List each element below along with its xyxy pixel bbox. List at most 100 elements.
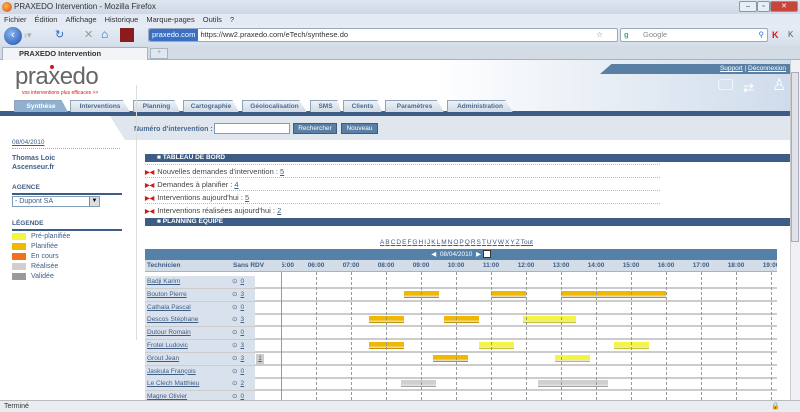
intervention-bar[interactable]	[555, 354, 591, 362]
technician-name-link[interactable]: Magne Olivier	[147, 393, 188, 401]
intervention-bar[interactable]	[479, 342, 515, 349]
addon-icon[interactable]	[120, 28, 134, 42]
back-button-icon[interactable]: ‹	[4, 27, 22, 45]
tab-0[interactable]: Synthèse	[14, 100, 68, 112]
technician-name-link[interactable]: Descos Stéphane	[147, 316, 199, 324]
current-date-link[interactable]: 08/04/2010	[12, 139, 45, 146]
technician-count-link[interactable]: 3	[240, 316, 245, 324]
letter-filter-R[interactable]: R	[470, 239, 476, 246]
technician-name-link[interactable]: Cathala Pascal	[147, 303, 191, 311]
extension2-icon[interactable]: K	[788, 30, 794, 39]
tab-7[interactable]: Paramètres	[385, 100, 444, 112]
intervention-bar[interactable]	[491, 290, 526, 298]
technician-count-link[interactable]: 3	[240, 342, 245, 349]
intervention-number-input[interactable]	[214, 123, 290, 134]
site-identity-badge[interactable]: praxedo.com	[149, 29, 199, 41]
new-button[interactable]: Nouveau	[341, 123, 378, 134]
stop-icon[interactable]: ✕	[84, 29, 94, 41]
chevron-down-icon[interactable]: ▼	[89, 197, 99, 206]
letter-filter-C[interactable]: C	[390, 239, 396, 246]
technician-count-link[interactable]: 0	[240, 278, 245, 285]
browser-tab[interactable]: PRAXEDO Intervention	[2, 47, 148, 60]
letter-filter-Y[interactable]: Y	[510, 239, 515, 246]
dashboard-item-count[interactable]: 5	[280, 167, 285, 176]
letter-filter-Z[interactable]: Z	[515, 239, 520, 246]
technician-name-link[interactable]: Grout Jean	[147, 354, 180, 362]
tab-4[interactable]: Géolocalisation	[242, 100, 307, 112]
intervention-bar[interactable]	[537, 380, 608, 388]
technician-count-link[interactable]: 0	[240, 303, 245, 311]
forward-button-icon[interactable]: ›▾	[24, 30, 32, 40]
letter-filter-U[interactable]: U	[486, 239, 492, 246]
technician-count-link[interactable]: 2	[240, 380, 245, 388]
sans-rdv-badge[interactable]: 1	[256, 353, 264, 364]
letter-filter-N[interactable]: N	[447, 239, 453, 246]
technician-count-link[interactable]: 0	[240, 393, 245, 401]
letter-filter-I[interactable]: I	[424, 239, 426, 246]
tab-6[interactable]: Clients	[343, 100, 382, 112]
dashboard-item-count[interactable]: 4	[234, 180, 239, 189]
tab-3[interactable]: Cartographie	[183, 100, 239, 112]
letter-filter-A[interactable]: A	[380, 239, 385, 246]
menu-item-6[interactable]: ?	[229, 15, 235, 24]
menu-item-3[interactable]: Historique	[104, 15, 139, 24]
letter-filter-P[interactable]: P	[459, 239, 464, 246]
letter-filter-L[interactable]: L	[436, 239, 441, 246]
letter-filter-S[interactable]: S	[476, 239, 481, 246]
letter-filter-W[interactable]: W	[497, 239, 505, 246]
technician-name-link[interactable]: Badji Karim	[147, 278, 181, 285]
letter-filter-K[interactable]: K	[431, 239, 436, 246]
bookmark-star-icon[interactable]: ☆	[596, 30, 603, 39]
extension-icon[interactable]: K	[772, 30, 779, 40]
letter-filter-Tout[interactable]: Tout	[520, 239, 533, 246]
intervention-bar[interactable]	[444, 316, 480, 324]
tab-8[interactable]: Administration	[447, 100, 513, 112]
technician-name-link[interactable]: Le Clech Matthieu	[147, 380, 200, 388]
letter-filter-X[interactable]: X	[505, 239, 510, 246]
technician-name-link[interactable]: Bouton Pierre	[147, 290, 187, 298]
support-link[interactable]: Support	[719, 65, 743, 72]
letter-filter-B[interactable]: B	[385, 239, 390, 246]
prev-day-arrow-icon[interactable]: ◀	[431, 251, 437, 258]
tab-1[interactable]: Interventions	[70, 100, 130, 112]
calendar-icon[interactable]	[482, 250, 491, 259]
intervention-bar[interactable]	[432, 354, 468, 362]
agency-select[interactable]: - Dupont SA ▼	[12, 196, 100, 207]
letter-filter-J[interactable]: J	[427, 239, 431, 246]
maximize-button[interactable]: ▫	[757, 1, 770, 12]
menu-item-0[interactable]: Fichier	[4, 15, 27, 24]
menu-item-2[interactable]: Affichage	[65, 15, 97, 24]
scrollbar-thumb[interactable]	[791, 72, 799, 242]
dashboard-item-count[interactable]: 5	[244, 193, 250, 202]
letter-filter-D[interactable]: D	[396, 239, 402, 246]
technician-count-link[interactable]: 0	[240, 329, 245, 337]
technician-count-link[interactable]: 0	[240, 367, 245, 375]
logout-link[interactable]: Déconnexion	[748, 65, 786, 72]
menu-item-1[interactable]: Édition	[34, 15, 58, 24]
technician-count-link[interactable]: 3	[240, 290, 245, 298]
menu-item-5[interactable]: Outils	[202, 15, 222, 24]
minimize-button[interactable]: –	[739, 1, 757, 12]
intervention-bar[interactable]	[400, 380, 436, 388]
tab-5[interactable]: SMS	[310, 100, 341, 112]
technician-count-link[interactable]: 3	[240, 354, 245, 362]
praxedo-logo[interactable]: praxedo	[15, 63, 99, 90]
reload-icon[interactable]: ↻	[55, 29, 65, 41]
search-button[interactable]: Rechercher	[293, 123, 337, 134]
intervention-bar[interactable]	[523, 316, 576, 324]
letter-filter-H[interactable]: H	[418, 239, 424, 246]
letter-filter-F[interactable]: F	[407, 239, 412, 246]
home-icon[interactable]: ⌂	[101, 27, 109, 41]
letter-filter-Q[interactable]: Q	[464, 239, 470, 246]
search-bar[interactable]: Google g ⚲	[620, 28, 768, 42]
technician-name-link[interactable]: Jaskula François	[147, 367, 196, 375]
letter-filter-E[interactable]: E	[402, 239, 407, 246]
technician-name-link[interactable]: Frotel Ludovic	[147, 342, 188, 349]
google-icon[interactable]: g	[624, 30, 629, 39]
letter-filter-M[interactable]: M	[441, 239, 447, 246]
menu-item-4[interactable]: Marque-pages	[146, 15, 195, 24]
intervention-bar[interactable]	[561, 290, 666, 298]
letter-filter-G[interactable]: G	[412, 239, 418, 246]
next-day-arrow-icon[interactable]: ▶	[475, 251, 481, 258]
technician-name-link[interactable]: Dutour Romain	[147, 329, 191, 337]
